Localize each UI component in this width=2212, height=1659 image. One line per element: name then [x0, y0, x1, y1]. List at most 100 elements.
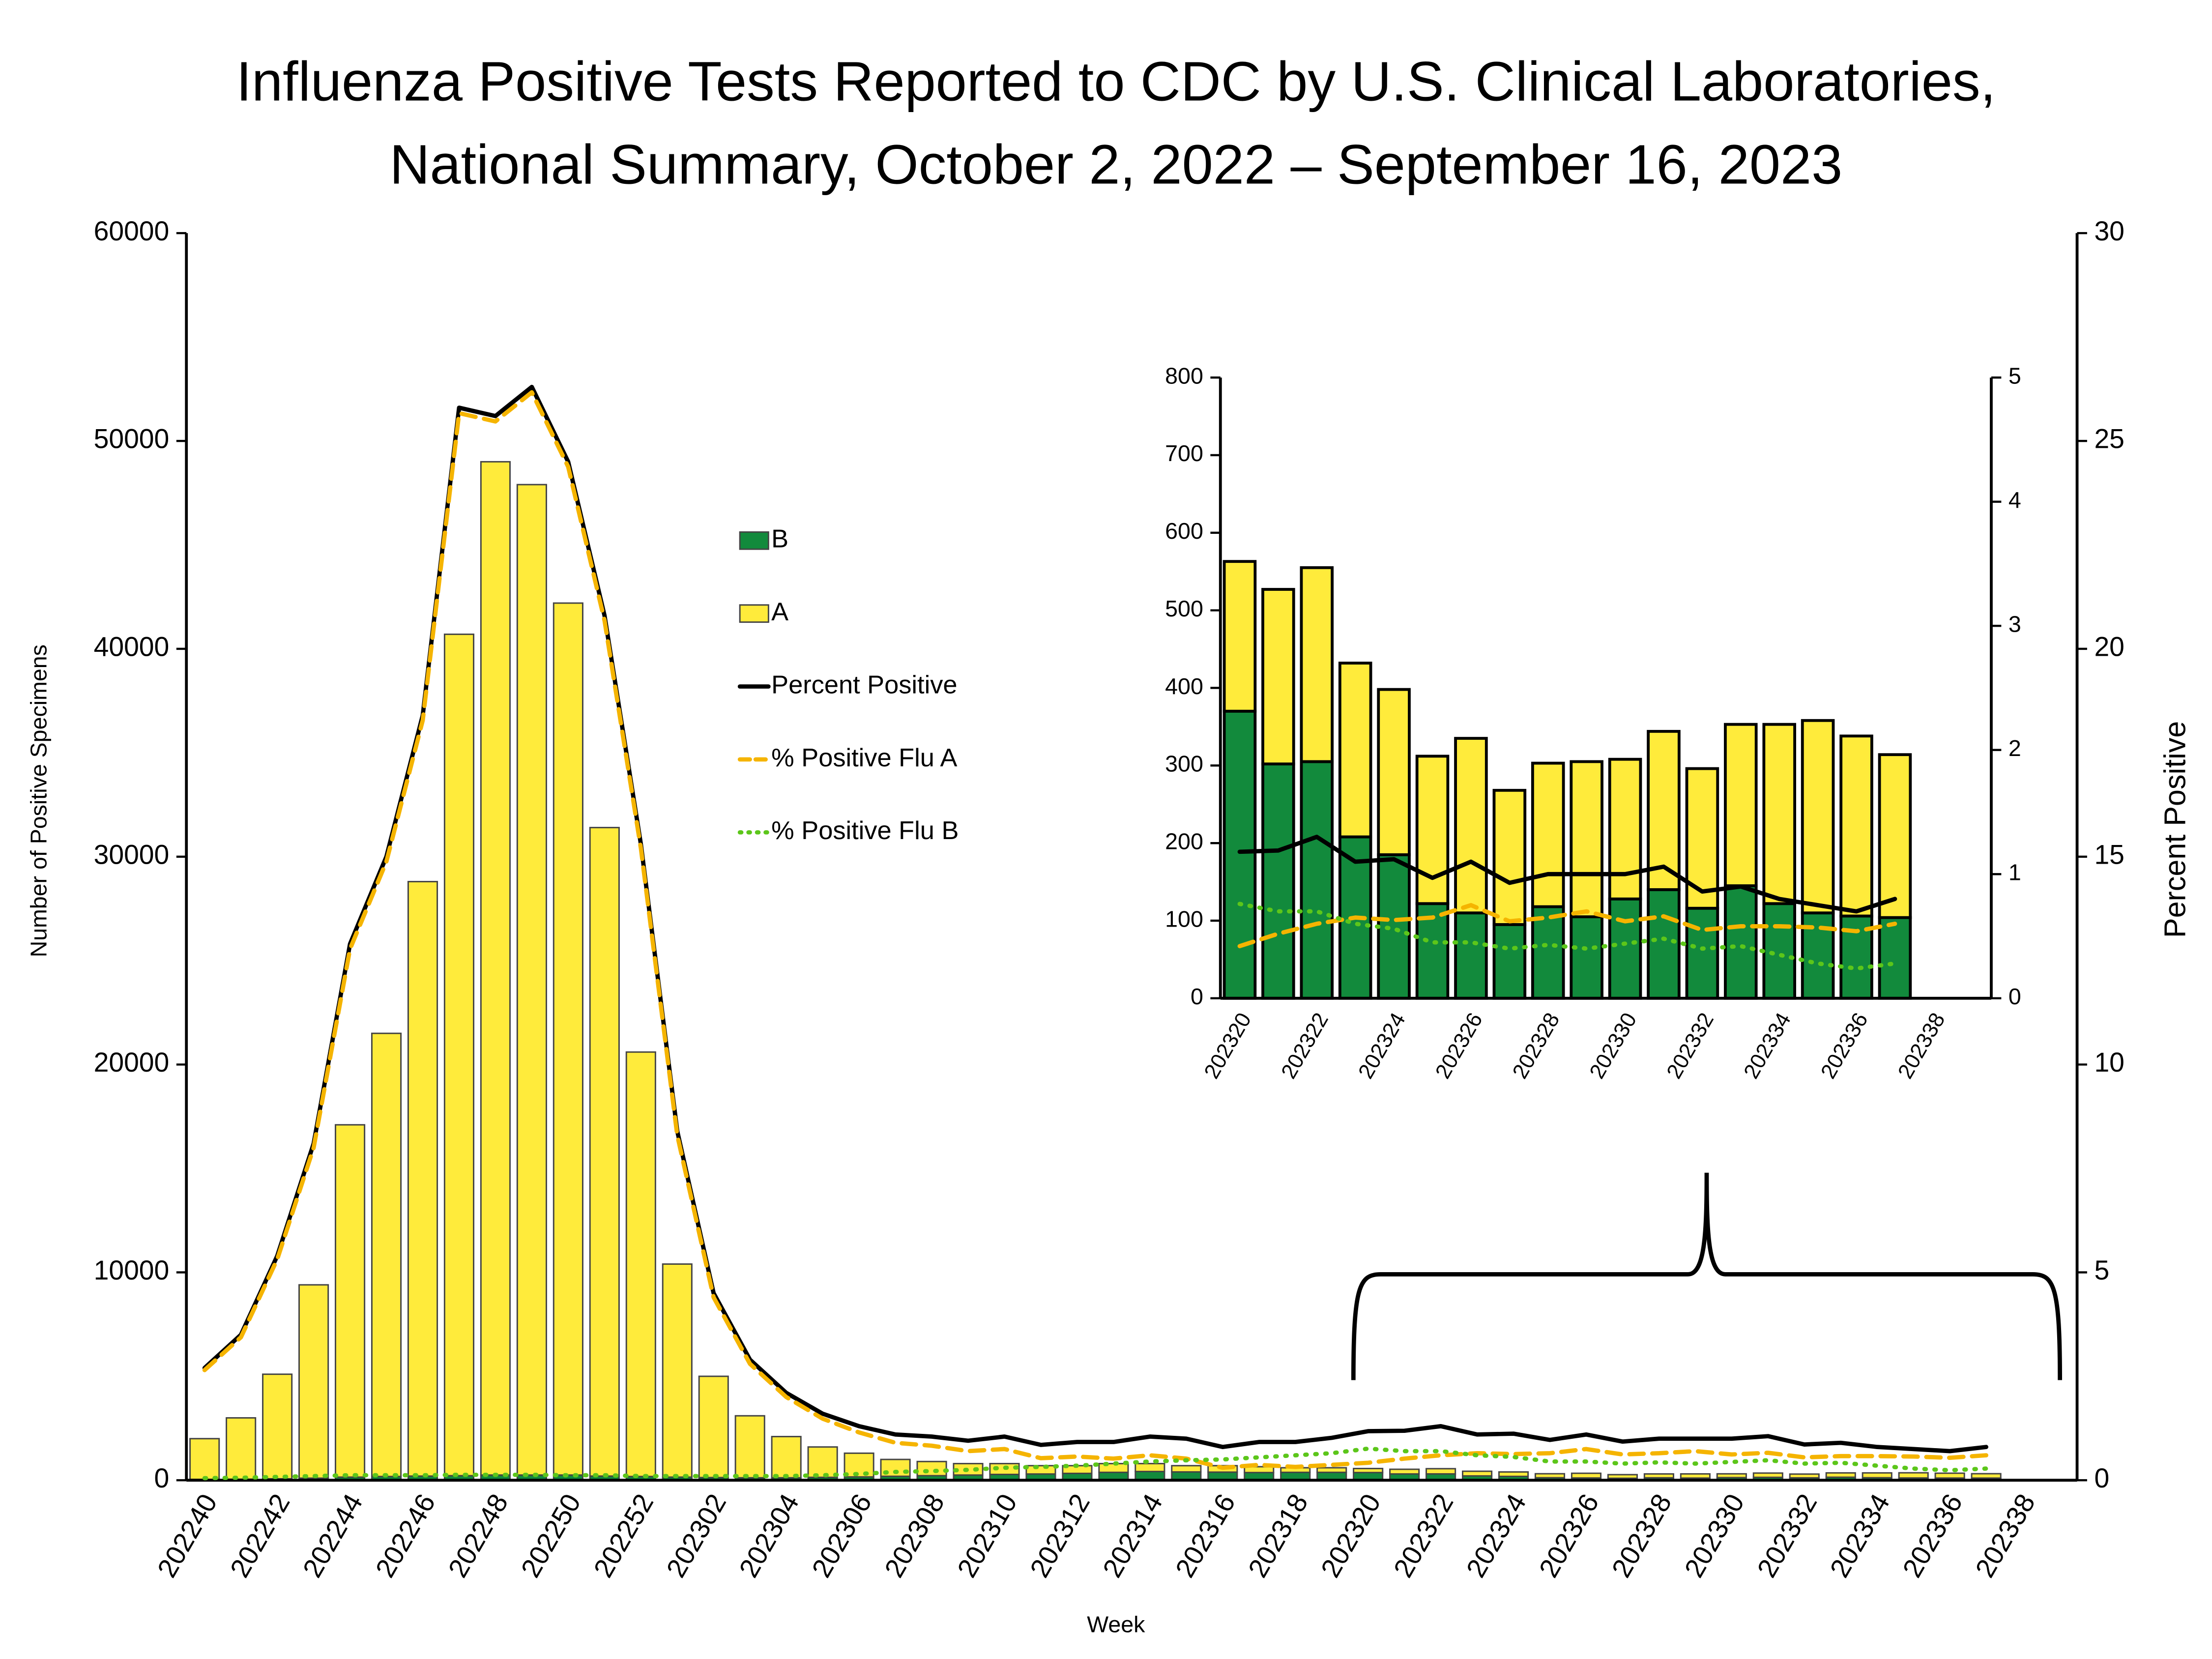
- bar: [1571, 1472, 1602, 1479]
- bar: [1135, 1463, 1165, 1473]
- x-axis-label: Week: [1087, 1611, 1145, 1637]
- bar: [1222, 560, 1257, 713]
- bar: [1647, 729, 1681, 891]
- y2-tick-label: 20: [2094, 632, 2124, 662]
- legend-swatch: [739, 531, 769, 550]
- bar: [1724, 723, 1758, 887]
- legend-label: B: [771, 525, 788, 553]
- bar: [916, 1460, 947, 1477]
- bar: [1025, 1465, 1056, 1475]
- line: [1237, 835, 1897, 914]
- bar: [1222, 709, 1257, 1000]
- bar: [1492, 923, 1527, 1000]
- bar: [516, 484, 547, 1476]
- y2-tick-label: 1: [2008, 860, 2021, 885]
- y-tick-label: 20000: [94, 1047, 170, 1077]
- bar: [1377, 853, 1411, 1000]
- bar: [625, 1051, 656, 1478]
- y-tick-label: 600: [1165, 518, 1203, 544]
- bar: [1608, 897, 1642, 1000]
- y2-tick-label: 10: [2094, 1047, 2124, 1077]
- bar: [1534, 1473, 1566, 1479]
- bar: [1531, 905, 1565, 1000]
- bar: [1878, 753, 1912, 919]
- y2-axis-label: Percent Positive: [2158, 721, 2191, 938]
- zoom-brace: [1351, 1172, 2062, 1380]
- y2-tick-label: 3: [2008, 611, 2021, 637]
- bar: [1570, 760, 1603, 918]
- y-tick-label: 300: [1165, 751, 1203, 777]
- bar: [1607, 1474, 1638, 1479]
- bar: [371, 1032, 402, 1478]
- y-tick-label: 100: [1165, 906, 1203, 931]
- y-tick-label: 0: [1191, 984, 1203, 1009]
- bar: [1685, 767, 1719, 910]
- y-tick-label: 60000: [94, 216, 170, 246]
- y-tick-label: 500: [1165, 596, 1203, 621]
- y-tick-label: 200: [1165, 828, 1203, 854]
- line: [202, 390, 1988, 1470]
- bar: [1789, 1473, 1820, 1479]
- bar: [298, 1284, 329, 1479]
- y2-tick-label: 25: [2094, 424, 2124, 454]
- bar: [1801, 719, 1835, 915]
- bar: [1316, 1467, 1347, 1473]
- bar: [407, 881, 438, 1477]
- legend-swatch: [739, 604, 769, 623]
- y-tick-label: 700: [1165, 440, 1203, 466]
- bar: [1570, 915, 1603, 1000]
- y2-tick-label: 4: [2008, 487, 2021, 513]
- bar: [1377, 688, 1411, 856]
- bar: [1498, 1471, 1529, 1477]
- bar: [1426, 1468, 1456, 1475]
- bar: [1862, 1472, 1892, 1479]
- y-tick-label: 40000: [94, 632, 170, 662]
- bar: [589, 827, 620, 1477]
- legend-label: % Positive Flu B: [771, 816, 959, 845]
- bar: [1878, 916, 1912, 1000]
- line: [1237, 903, 1897, 949]
- bar: [553, 602, 583, 1476]
- bar: [1762, 723, 1796, 905]
- legend-label: % Positive Flu A: [771, 744, 957, 772]
- bar: [1934, 1472, 1965, 1479]
- bar: [1825, 1472, 1856, 1478]
- y-tick-label: 30000: [94, 839, 170, 870]
- line: [202, 1446, 1988, 1481]
- bar: [1244, 1466, 1275, 1474]
- bar: [1353, 1468, 1384, 1474]
- y2-tick-label: 0: [2008, 984, 2021, 1009]
- bar: [1261, 762, 1295, 1000]
- legend-label: A: [771, 598, 788, 626]
- bar: [1338, 662, 1372, 839]
- bar: [1839, 734, 1873, 918]
- bar: [1389, 1468, 1420, 1475]
- bar: [1643, 1473, 1674, 1479]
- bar: [844, 1452, 874, 1478]
- y2-tick-label: 30: [2094, 216, 2124, 246]
- chart-title: National Summary, October 2, 2022 – Sept…: [390, 133, 1843, 196]
- bar: [1685, 906, 1719, 1000]
- bar: [771, 1436, 802, 1479]
- bar: [1171, 1465, 1202, 1473]
- bar: [262, 1373, 293, 1480]
- bar: [1716, 1473, 1747, 1479]
- bar: [1531, 761, 1565, 908]
- bar: [1300, 760, 1334, 1000]
- bar: [734, 1415, 765, 1479]
- bar: [1898, 1472, 1929, 1479]
- bar: [443, 633, 475, 1477]
- y2-tick-label: 5: [2008, 363, 2021, 388]
- y2-tick-label: 5: [2094, 1255, 2109, 1285]
- y-tick-label: 10000: [94, 1255, 170, 1285]
- y2-tick-label: 2: [2008, 735, 2021, 761]
- y-tick-label: 0: [154, 1463, 170, 1493]
- bar: [1454, 737, 1488, 915]
- bar: [1608, 757, 1642, 901]
- bar: [1680, 1473, 1711, 1479]
- bar: [1454, 911, 1488, 1000]
- line: [1237, 902, 1897, 971]
- bar: [662, 1263, 693, 1478]
- bar: [1647, 888, 1681, 1000]
